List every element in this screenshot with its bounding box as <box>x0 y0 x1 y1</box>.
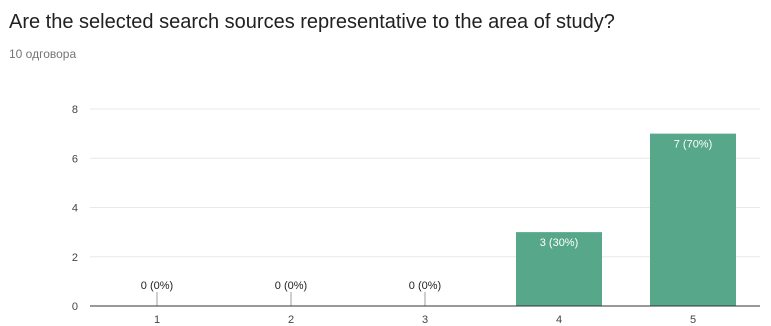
data-label: 3 (30%) <box>540 237 579 249</box>
data-label: 0 (0%) <box>141 280 173 292</box>
x-tick-label: 2 <box>288 314 294 326</box>
x-tick-label: 3 <box>422 314 428 326</box>
grid-lines <box>90 108 760 258</box>
y-tick-label: 2 <box>72 252 78 264</box>
data-label: 0 (0%) <box>275 280 307 292</box>
data-label: 7 (70%) <box>674 139 713 151</box>
x-axis-ticks: 1 2 3 4 5 <box>154 314 696 326</box>
y-axis-ticks: 0 2 4 6 8 <box>72 104 78 313</box>
bar <box>650 133 736 306</box>
data-label: 0 (0%) <box>409 280 441 292</box>
y-tick-label: 6 <box>72 153 78 165</box>
bar <box>516 232 602 306</box>
question-title: Are the selected search sources represen… <box>9 11 615 33</box>
y-tick-label: 8 <box>72 104 78 116</box>
x-tick-label: 4 <box>556 314 562 326</box>
response-count: 10 одговора <box>9 47 77 61</box>
bars <box>156 133 736 306</box>
x-tick-label: 5 <box>690 314 696 326</box>
y-tick-label: 4 <box>72 203 78 215</box>
y-tick-label: 0 <box>72 301 78 313</box>
data-labels: 0 (0%) 0 (0%) 0 (0%) 3 (30%) 7 (70%) <box>141 139 712 292</box>
x-tick-label: 1 <box>154 314 160 326</box>
